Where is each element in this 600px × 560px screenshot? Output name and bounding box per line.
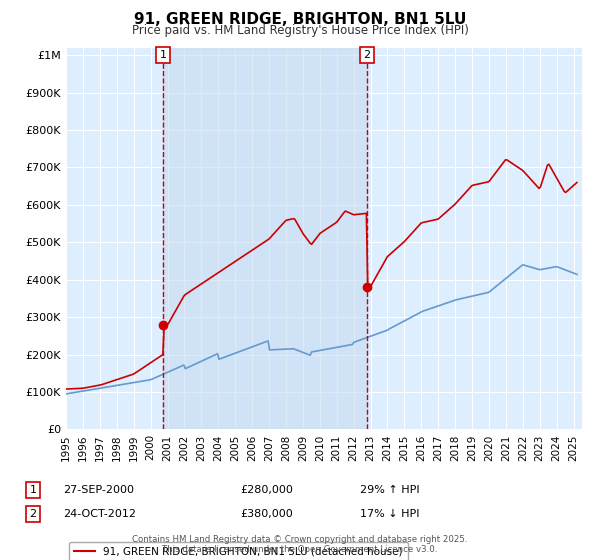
Text: 2: 2 [364, 50, 371, 60]
Text: 2: 2 [29, 509, 37, 519]
Text: Contains HM Land Registry data © Crown copyright and database right 2025.: Contains HM Land Registry data © Crown c… [132, 535, 468, 544]
Bar [163, 48, 367, 430]
Text: 29% ↑ HPI: 29% ↑ HPI [360, 485, 419, 495]
Text: 91, GREEN RIDGE, BRIGHTON, BN1 5LU: 91, GREEN RIDGE, BRIGHTON, BN1 5LU [134, 12, 466, 27]
Legend: 91, GREEN RIDGE, BRIGHTON, BN1 5LU (detached house), HPI: Average price, detache: 91, GREEN RIDGE, BRIGHTON, BN1 5LU (deta… [68, 542, 408, 560]
Text: Price paid vs. HM Land Registry's House Price Index (HPI): Price paid vs. HM Land Registry's House … [131, 24, 469, 37]
Text: 17% ↓ HPI: 17% ↓ HPI [360, 509, 419, 519]
Text: 27-SEP-2000: 27-SEP-2000 [63, 485, 134, 495]
Text: £380,000: £380,000 [240, 509, 293, 519]
Text: £280,000: £280,000 [240, 485, 293, 495]
Text: 1: 1 [29, 485, 37, 495]
Text: 1: 1 [160, 50, 167, 60]
Text: 24-OCT-2012: 24-OCT-2012 [63, 509, 136, 519]
Text: This data is licensed under the Open Government Licence v3.0.: This data is licensed under the Open Gov… [163, 545, 437, 554]
